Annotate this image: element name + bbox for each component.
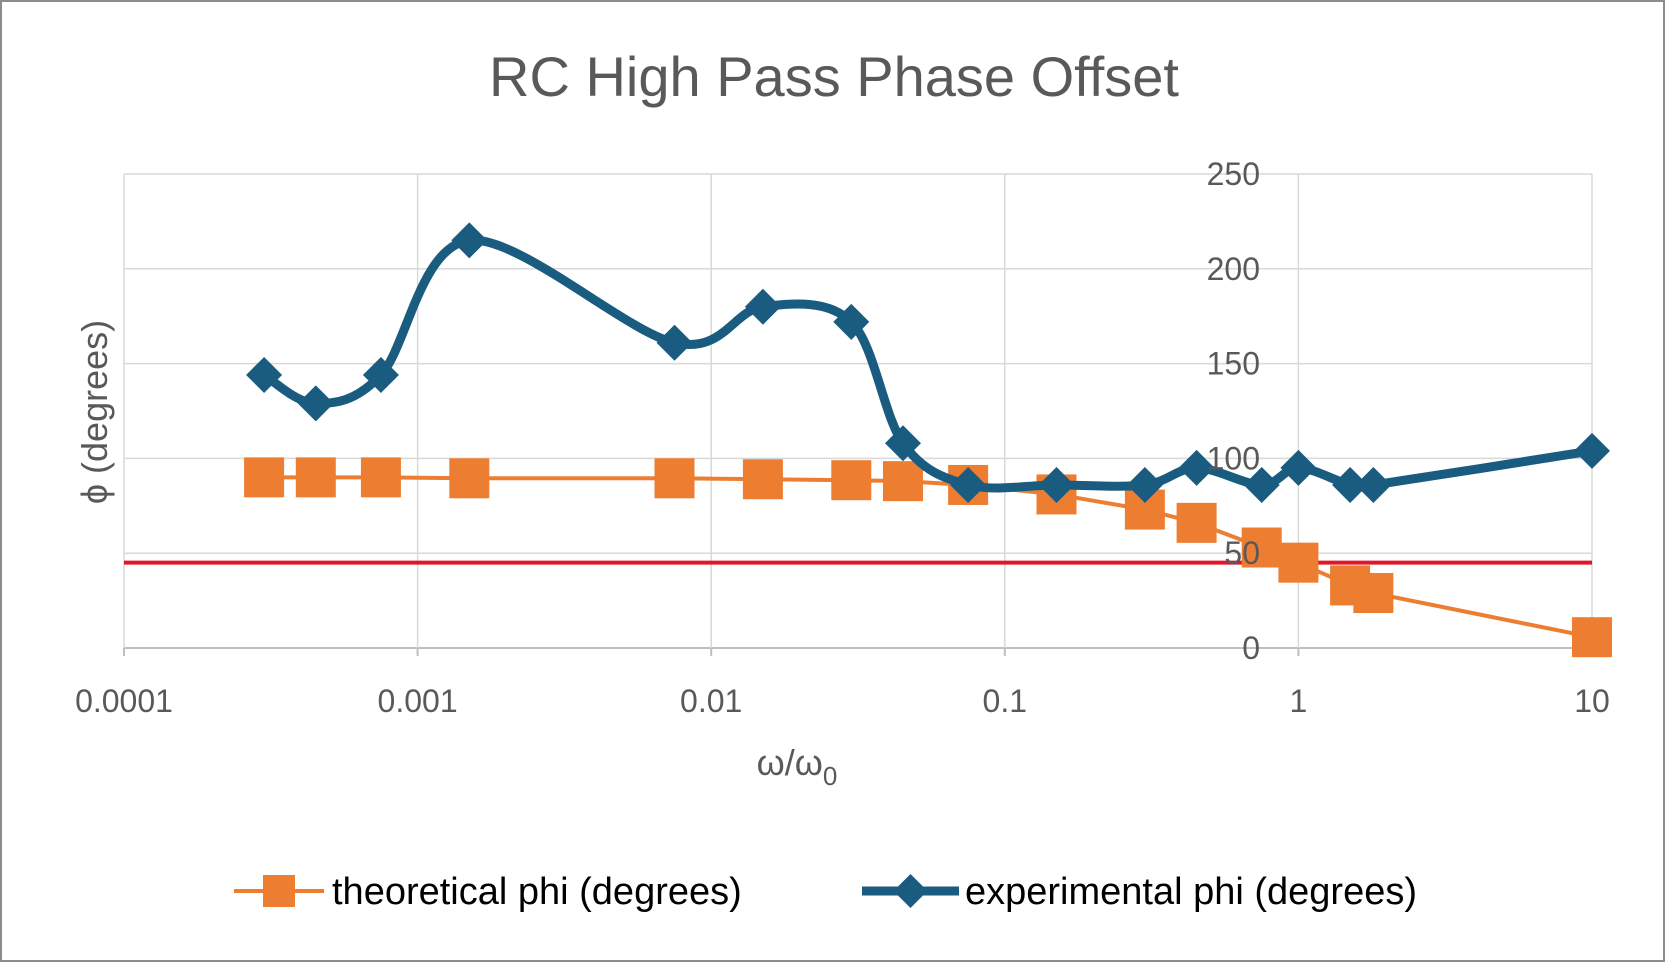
series-group (244, 222, 1612, 658)
data-point (1278, 542, 1319, 583)
y-tick-label: 50 (1224, 535, 1260, 571)
data-point (950, 466, 987, 503)
series-1 (246, 222, 1610, 503)
data-point (1038, 466, 1075, 503)
series-line (262, 475, 1594, 640)
x-tick-label: 0.1 (983, 683, 1027, 719)
data-point (1332, 466, 1369, 503)
data-point (1178, 449, 1215, 486)
data-point (1241, 527, 1282, 568)
data-point (1176, 502, 1217, 543)
data-point (744, 288, 781, 325)
y-tick-label: 100 (1207, 440, 1260, 476)
series-0 (244, 457, 1612, 658)
data-point (1574, 432, 1610, 469)
data-point (1353, 573, 1394, 614)
x-axis-title-subscript: 0 (823, 761, 837, 791)
data-point (882, 461, 923, 502)
legend-marker (893, 874, 928, 908)
y-tick-label: 200 (1207, 251, 1260, 287)
y-tick-label: 150 (1207, 346, 1260, 382)
tick-labels: 0 50 100 150 200 250 0.0001 0.001 0.01 0.1 1 10 (75, 156, 1610, 719)
data-point (742, 459, 783, 500)
data-point (1126, 466, 1163, 503)
data-point (360, 457, 401, 498)
data-point (1280, 449, 1317, 486)
data-point (297, 385, 334, 422)
data-point (449, 458, 490, 499)
x-tick-label: 0.0001 (75, 683, 173, 719)
data-point (362, 356, 399, 393)
data-point (654, 458, 695, 499)
data-point (451, 222, 488, 259)
data-point (246, 356, 283, 393)
legend-item: experimental phi (degrees) (862, 871, 1417, 913)
data-point (1355, 466, 1392, 503)
legend-label: experimental phi (degrees) (965, 871, 1417, 913)
y-tick-label: 0 (1242, 630, 1260, 666)
x-tick-label: 10 (1574, 683, 1610, 719)
data-point (1572, 617, 1612, 658)
chart-title: RC High Pass Phase Offset (489, 45, 1179, 108)
legend-label: theoretical phi (degrees) (332, 871, 742, 913)
x-axis-title: ω/ω0 (757, 742, 838, 791)
x-tick-label: 0.001 (378, 683, 458, 719)
data-point (656, 324, 693, 361)
x-tick-label: 1 (1290, 683, 1308, 719)
series-line (259, 235, 1597, 493)
data-point (833, 303, 870, 340)
data-point (295, 457, 336, 498)
data-point (1243, 466, 1280, 503)
y-axis-title: ϕ (degrees) (74, 320, 115, 504)
data-point (831, 460, 872, 501)
legend: theoretical phi (degrees) experimental ph… (234, 871, 1417, 913)
data-point (884, 425, 921, 462)
x-tick-label: 0.01 (680, 683, 742, 719)
x-axis-title-main: ω/ω (757, 742, 823, 783)
legend-marker (263, 875, 295, 907)
y-tick-label: 250 (1207, 156, 1260, 192)
legend-item: theoretical phi (degrees) (234, 871, 742, 913)
data-point (244, 457, 285, 498)
